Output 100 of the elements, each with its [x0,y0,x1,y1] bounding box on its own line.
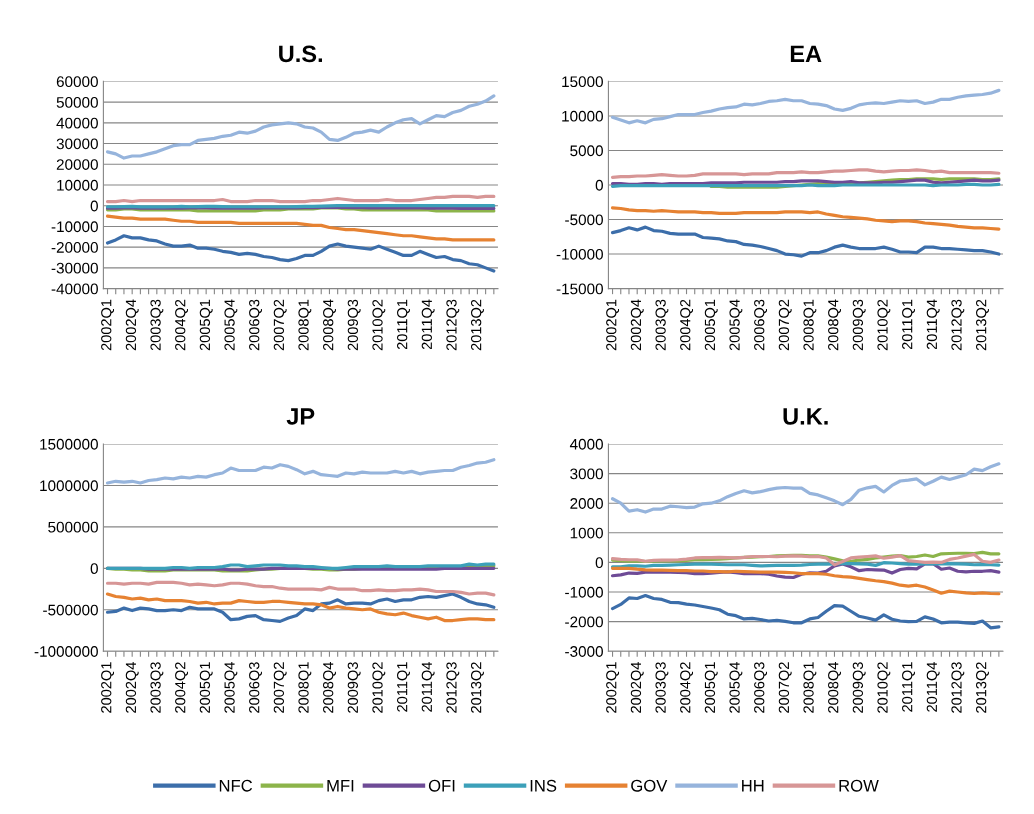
legend-label: OFI [428,779,455,792]
y-tick-label: -2000 [565,616,603,628]
x-tick-label: 2007Q2 [778,299,792,351]
x-tick-label: 2008Q1 [298,662,312,713]
x-tick-label: 2011Q1 [902,662,915,712]
y-tick-label: -40000 [51,283,98,295]
x-tick-label: 2005Q1 [199,662,213,713]
x-tick-label: 2013Q2 [976,299,989,351]
legend-label: NFC [219,779,253,792]
y-tick-label: 0 [90,200,98,212]
x-tick-label: 2002Q4 [125,299,139,351]
x-tick-label: 2011Q1 [397,299,410,350]
chart-title: U.K. [783,408,828,425]
y-tick-label: -5000 [565,214,603,226]
x-tick-label: 2011Q1 [902,299,915,350]
legend-label: MFI [327,780,354,792]
x-tick-label: 2006Q3 [249,299,262,351]
x-tick-label: 2002Q4 [630,299,644,351]
legend-label: ROW [839,779,879,792]
x-tick-label: 2011Q4 [926,299,940,350]
x-tick-label: 2003Q3 [150,662,164,713]
y-tick-label: -15000 [556,283,603,295]
x-tick-label: 2002Q4 [125,662,139,713]
x-tick-label: 2005Q1 [704,662,718,713]
y-tick-label: 40000 [56,117,98,129]
x-tick-label: 2007Q2 [273,662,287,713]
x-tick-label: 2004Q2 [680,662,694,713]
x-tick-label: 2008Q1 [298,299,312,351]
chart-title: EA [790,45,822,62]
x-tick-label: 2002Q1 [606,662,620,713]
y-tick-label: -3000 [565,646,603,657]
y-tick-label: 30000 [56,138,98,150]
x-tick-label: 2012Q3 [951,662,965,713]
x-tick-label: 2012Q3 [446,299,460,351]
x-tick-label: 2013Q2 [470,662,484,713]
x-tick-label: 2008Q4 [828,662,841,713]
y-tick-label: 1000000 [40,480,98,492]
x-tick-label: 2003Q3 [655,299,669,351]
x-tick-label: 2004Q2 [175,299,189,351]
y-tick-label: 20000 [56,159,98,170]
x-tick-label: 2006Q3 [754,299,768,351]
x-tick-label: 2005Q4 [729,299,743,351]
x-tick-label: 2002Q1 [606,299,620,351]
legend-label: INS [530,779,557,792]
x-tick-label: 2013Q2 [976,662,989,713]
x-tick-label: 2011Q4 [926,662,940,712]
x-tick-label: 2009Q3 [347,299,361,351]
chart-title: JP [286,408,315,425]
y-tick-label: 4000 [569,438,603,450]
y-tick-label: -20000 [51,242,98,253]
x-tick-label: 2006Q3 [754,662,768,713]
y-tick-label: -10000 [556,248,603,260]
x-tick-label: 2009Q3 [852,662,866,713]
x-tick-label: 2004Q2 [175,662,189,713]
x-tick-label: 2012Q3 [446,662,460,713]
x-tick-label: 2004Q2 [680,299,694,351]
y-tick-label: 1000 [570,527,603,539]
chart-title: U.S. [279,45,323,63]
x-tick-label: 2007Q2 [778,662,792,713]
y-tick-label: -1000000 [34,646,98,657]
x-tick-label: 2010Q2 [372,299,386,351]
x-tick-label: 2013Q2 [470,299,484,351]
y-tick-label: -500000 [43,604,98,616]
y-tick-label: 50000 [56,96,98,108]
x-tick-label: 2010Q2 [877,299,891,351]
x-tick-label: 2003Q3 [150,299,164,351]
x-tick-label: 2011Q1 [397,662,410,712]
x-tick-label: 2002Q4 [630,662,644,713]
y-tick-label: 0 [595,179,603,191]
x-tick-label: 2009Q3 [347,662,361,713]
y-tick-label: 10000 [562,110,603,122]
y-tick-label: 5000 [570,145,603,157]
y-tick-label: -30000 [51,262,98,274]
x-tick-label: 2010Q2 [877,662,891,713]
x-tick-label: 2011Q4 [421,299,435,350]
y-tick-label: 500000 [48,521,98,533]
x-tick-label: 2002Q1 [101,299,115,351]
x-tick-label: 2006Q3 [249,662,262,713]
x-tick-label: 2005Q1 [704,299,718,351]
x-tick-label: 2005Q4 [729,662,743,713]
x-tick-label: 2008Q4 [828,299,841,351]
x-tick-label: 2002Q1 [101,662,115,713]
x-tick-label: 2008Q1 [803,299,817,351]
y-tick-label: 15000 [562,76,603,88]
y-tick-label: 3000 [570,468,603,480]
x-tick-label: 2011Q4 [421,662,435,712]
x-tick-label: 2007Q2 [273,299,287,351]
y-tick-label: 1500000 [40,438,98,450]
legend-label: HH [742,780,764,792]
x-tick-label: 2003Q3 [655,662,669,713]
x-tick-label: 2005Q1 [199,299,213,351]
y-tick-label: 0 [90,563,98,575]
x-tick-label: 2008Q1 [803,662,817,713]
x-tick-label: 2012Q3 [951,299,965,351]
x-tick-label: 2005Q4 [224,299,238,351]
x-tick-label: 2008Q4 [323,299,336,351]
y-tick-label: -1000 [565,586,603,598]
x-tick-label: 2005Q4 [224,662,238,713]
y-tick-label: 60000 [56,76,98,88]
y-tick-label: 2000 [570,498,603,509]
